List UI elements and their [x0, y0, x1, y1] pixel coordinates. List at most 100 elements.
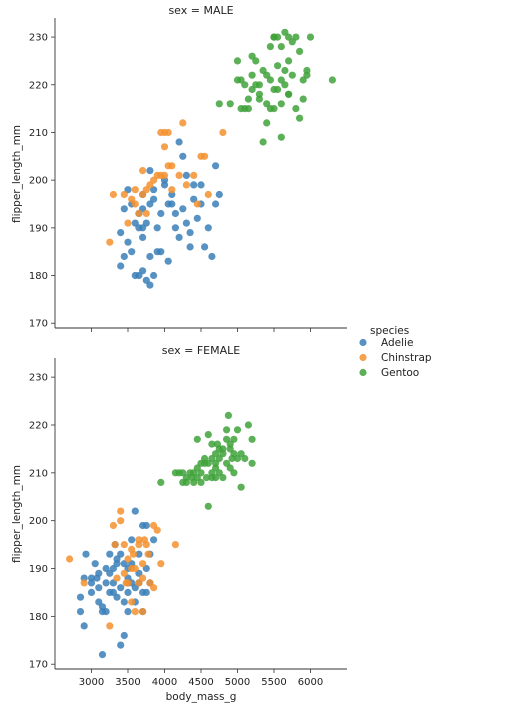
data-point-gentoo	[212, 464, 220, 472]
data-point-gentoo	[281, 66, 289, 75]
data-point-gentoo	[237, 105, 245, 113]
y-tick-label: 180	[29, 271, 48, 282]
data-point-chinstrap	[190, 171, 198, 179]
data-point-adelie	[146, 252, 154, 261]
data-point-adelie	[120, 252, 128, 261]
data-point-gentoo	[223, 426, 231, 434]
data-point-gentoo	[306, 33, 315, 41]
data-point-adelie	[146, 167, 154, 175]
data-point-gentoo	[248, 459, 256, 467]
data-point-adelie	[82, 550, 90, 558]
data-point-chinstrap	[124, 219, 132, 227]
data-point-gentoo	[215, 454, 223, 463]
data-point-gentoo	[281, 81, 289, 89]
data-point-chinstrap	[150, 584, 158, 592]
data-point-adelie	[193, 214, 201, 222]
data-point-gentoo	[193, 435, 201, 443]
data-point-adelie	[95, 584, 103, 592]
data-point-chinstrap	[106, 238, 114, 246]
data-point-adelie	[150, 271, 158, 280]
data-point-adelie	[179, 205, 187, 213]
data-point-adelie	[182, 219, 190, 227]
data-point-chinstrap	[182, 181, 190, 189]
legend-marker-adelie	[359, 338, 367, 347]
data-point-gentoo	[179, 469, 187, 477]
legend-label-gentoo: Gentoo	[381, 367, 419, 379]
y-tick-label: 170	[29, 660, 48, 671]
data-point-adelie	[150, 536, 158, 544]
tick-group: 170 180 190 200 210 220 230 3000 3500 4000 4500 500…	[29, 373, 323, 688]
data-point-adelie	[186, 243, 194, 251]
data-point-chinstrap	[142, 209, 150, 218]
data-point-chinstrap	[175, 171, 183, 179]
data-point-gentoo	[303, 66, 311, 75]
data-point-chinstrap	[131, 200, 139, 208]
data-point-adelie	[131, 219, 139, 227]
data-point-adelie	[142, 219, 150, 227]
x-tick-label: 3000	[79, 677, 104, 688]
data-point-adelie	[124, 238, 132, 246]
axes-group	[54, 358, 347, 670]
panel-title: sex = FEMALE	[162, 344, 240, 357]
data-point-gentoo	[277, 133, 285, 141]
data-point-chinstrap	[139, 560, 147, 568]
x-tick-label: 4500	[188, 677, 213, 688]
data-point-adelie	[215, 190, 223, 199]
x-tick-label: 3500	[115, 677, 140, 688]
y-tick-label: 200	[29, 516, 48, 527]
data-point-chinstrap	[120, 541, 128, 549]
data-point-gentoo	[274, 62, 282, 70]
data-point-chinstrap	[142, 541, 150, 549]
data-point-chinstrap	[131, 608, 139, 616]
data-point-chinstrap	[120, 190, 128, 199]
data-point-adelie	[109, 588, 117, 597]
data-point-gentoo	[259, 138, 267, 146]
x-axis-label: body_mass_g	[166, 691, 237, 703]
data-point-gentoo	[299, 95, 307, 103]
data-point-gentoo	[292, 33, 300, 41]
data-point-adelie	[106, 550, 114, 558]
data-point-gentoo	[252, 57, 260, 65]
data-point-gentoo	[244, 95, 252, 103]
data-point-adelie	[128, 536, 136, 544]
data-point-gentoo	[230, 469, 238, 477]
data-point-chinstrap	[153, 526, 161, 534]
data-point-chinstrap	[160, 128, 169, 137]
data-point-gentoo	[226, 100, 234, 108]
data-point-chinstrap	[168, 186, 176, 194]
data-point-chinstrap	[139, 608, 147, 616]
data-point-gentoo	[202, 474, 211, 482]
tick-group: 170 180 190 200 210 220 230	[29, 33, 311, 332]
data-point-chinstrap	[120, 569, 128, 577]
data-point-chinstrap	[204, 190, 212, 199]
axes-group	[54, 18, 347, 329]
data-point-gentoo	[204, 502, 212, 510]
legend-entries: Adelie Chinstrap Gentoo	[359, 337, 432, 379]
data-point-gentoo	[285, 90, 293, 98]
data-point-gentoo	[288, 71, 296, 79]
data-point-adelie	[80, 622, 88, 630]
data-point-gentoo	[197, 459, 205, 467]
data-point-adelie	[150, 195, 158, 203]
data-point-chinstrap	[66, 555, 74, 563]
y-axis-label: flipper_length_mm	[11, 125, 23, 223]
data-point-adelie	[117, 584, 125, 592]
panel-male: sex = MALE flipper_length_mm 170 180 190 20…	[11, 4, 347, 332]
data-point-chinstrap	[117, 507, 125, 515]
x-tick-label: 5000	[225, 677, 250, 688]
data-point-gentoo	[266, 105, 274, 113]
data-point-adelie	[157, 209, 165, 218]
data-point-adelie	[76, 608, 85, 616]
data-point-gentoo	[224, 411, 232, 419]
data-point-gentoo	[270, 33, 278, 41]
y-tick-label: 200	[29, 176, 48, 187]
data-point-gentoo	[233, 57, 242, 65]
data-point-gentoo	[263, 119, 271, 127]
data-point-adelie	[204, 224, 212, 232]
data-point-adelie	[87, 588, 96, 597]
data-point-chinstrap	[160, 143, 169, 151]
panel-female: sex = FEMALE flipper_length_mm body_mass…	[11, 344, 347, 703]
data-point-chinstrap	[128, 545, 136, 554]
data-point-adelie	[179, 152, 187, 160]
data-point-gentoo	[266, 76, 274, 84]
